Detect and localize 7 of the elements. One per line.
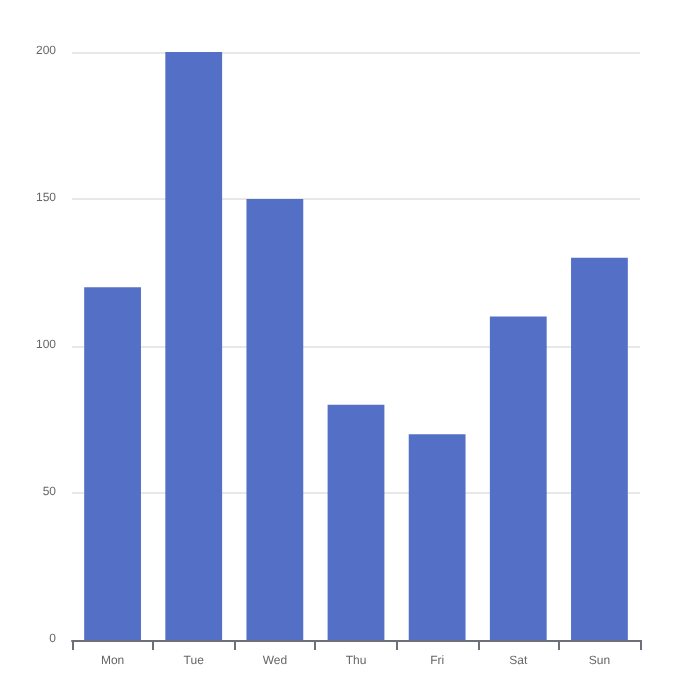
bar — [246, 199, 304, 640]
bar — [165, 52, 223, 640]
bar — [408, 434, 466, 640]
bar — [327, 404, 385, 640]
bar — [571, 257, 628, 640]
bar — [489, 316, 547, 640]
bar — [84, 287, 141, 640]
